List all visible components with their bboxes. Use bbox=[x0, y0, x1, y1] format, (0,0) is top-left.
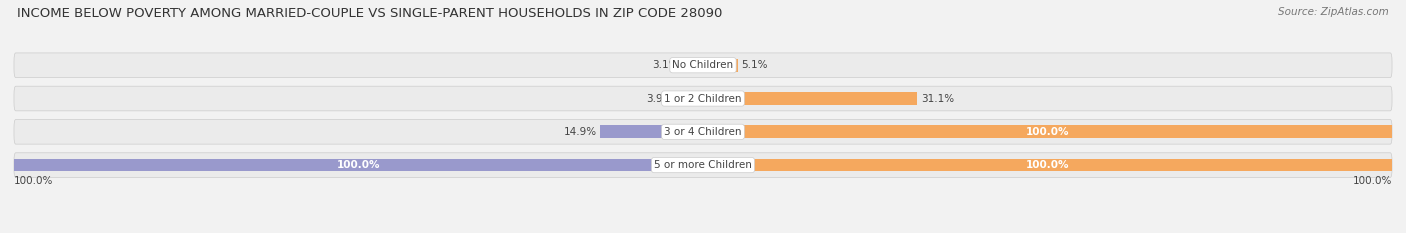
Bar bbox=[682, 59, 703, 72]
Text: No Children: No Children bbox=[672, 60, 734, 70]
Text: 100.0%: 100.0% bbox=[1026, 127, 1069, 137]
Text: 1 or 2 Children: 1 or 2 Children bbox=[664, 93, 742, 103]
Text: 100.0%: 100.0% bbox=[1353, 176, 1392, 186]
Text: 5 or more Children: 5 or more Children bbox=[654, 160, 752, 170]
Legend: Married Couples, Single Parents: Married Couples, Single Parents bbox=[596, 231, 810, 233]
Bar bbox=[676, 92, 703, 105]
Bar bbox=[703, 92, 917, 105]
Text: 14.9%: 14.9% bbox=[564, 127, 598, 137]
Bar bbox=[600, 126, 703, 138]
Text: 5.1%: 5.1% bbox=[741, 60, 768, 70]
Bar bbox=[703, 159, 1392, 171]
Bar bbox=[703, 59, 738, 72]
FancyBboxPatch shape bbox=[14, 53, 1392, 78]
Text: 100.0%: 100.0% bbox=[1026, 160, 1069, 170]
Bar bbox=[703, 126, 1392, 138]
Text: Source: ZipAtlas.com: Source: ZipAtlas.com bbox=[1278, 7, 1389, 17]
Text: 100.0%: 100.0% bbox=[337, 160, 380, 170]
Text: 3.9%: 3.9% bbox=[647, 93, 672, 103]
Text: 100.0%: 100.0% bbox=[14, 176, 53, 186]
Text: INCOME BELOW POVERTY AMONG MARRIED-COUPLE VS SINGLE-PARENT HOUSEHOLDS IN ZIP COD: INCOME BELOW POVERTY AMONG MARRIED-COUPL… bbox=[17, 7, 723, 20]
Bar bbox=[14, 159, 703, 171]
FancyBboxPatch shape bbox=[14, 86, 1392, 111]
FancyBboxPatch shape bbox=[14, 120, 1392, 144]
FancyBboxPatch shape bbox=[14, 153, 1392, 177]
Text: 3 or 4 Children: 3 or 4 Children bbox=[664, 127, 742, 137]
Text: 3.1%: 3.1% bbox=[652, 60, 678, 70]
Text: 31.1%: 31.1% bbox=[921, 93, 953, 103]
